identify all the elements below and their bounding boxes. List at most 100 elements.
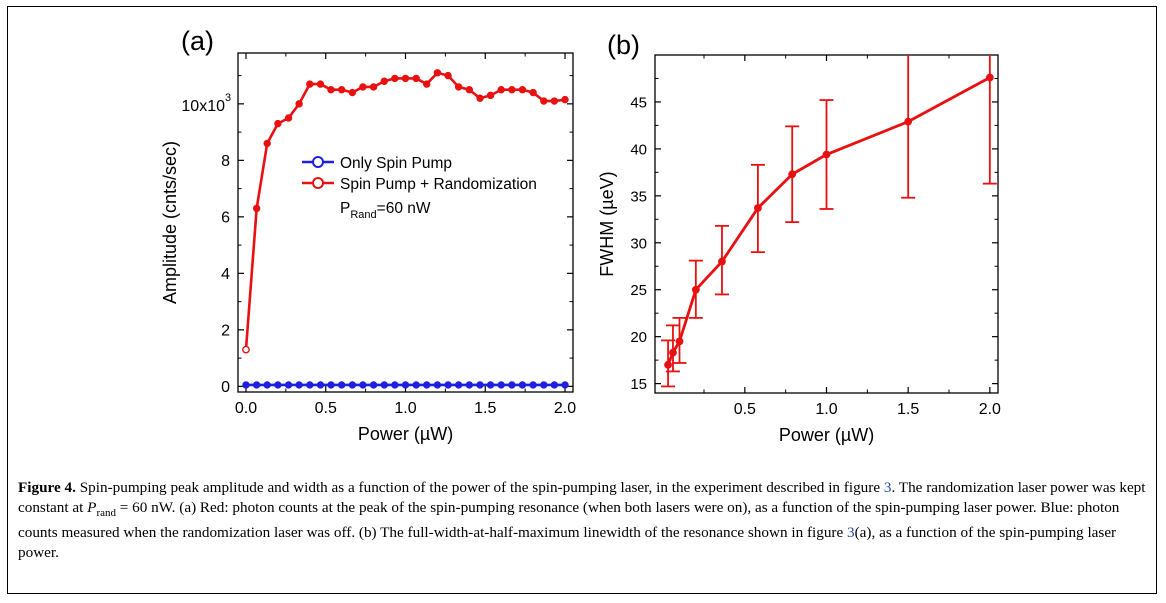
data-point-red [540,97,548,105]
data-point-red [369,83,378,91]
data-layer [661,55,997,388]
data-point-red [508,86,516,94]
y-axis-label: Amplitude (cnts/sec) [160,141,180,304]
x-tick-label: 0.5 [734,401,756,418]
caption-math-sub: rand [96,506,116,519]
y-tick-label: 0 [221,379,230,396]
data-point-red [391,74,399,83]
data-point-red [550,97,559,105]
caption-math-p: P [87,498,97,516]
caption-text-2: . The randomization laser power was kept… [18,479,1146,516]
panel-label: (b) [607,30,640,60]
y-tick-label: 35 [630,188,647,205]
data-point-red [274,119,282,128]
annotation-p: P [340,200,350,217]
data-point-blue [486,381,495,389]
data-point-red [284,114,293,122]
data-point-blue [529,381,537,389]
data-point [985,73,994,82]
data-point-blue [316,381,325,389]
data-point-blue [423,381,431,389]
figure-frame [7,6,1157,594]
data-point-blue [284,381,293,389]
data-point-red [380,77,388,85]
data-point-red [263,139,271,148]
panel-a: (a) 0.0 0.5 1.0 1.5 2.0 0 2 4 6 8 Power (µW) Amplitu… [160,26,576,444]
data-point [675,337,684,346]
data-point-red [327,86,335,94]
data-point-red [316,80,325,88]
y-tick-label: 45 [630,94,647,111]
y-multiplier-exponent: 3 [225,92,231,104]
data-point-red [497,86,505,94]
data-point-red [518,86,527,94]
data-point-red [454,83,463,91]
x-axis-label: Power (µW) [358,424,453,444]
y-tick-label: 4 [221,266,230,283]
data-point-blue [263,381,271,389]
data-point [788,170,797,179]
data-point [822,150,831,159]
data-point-blue [444,381,452,389]
data-point-blue [295,381,303,389]
data-point-red [444,71,452,80]
figure-caption: Figure 4. Spin-pumping peak amplitude an… [18,478,1148,562]
legend-label: Only Spin Pump [340,155,452,172]
x-tick-label: 1.5 [897,401,919,418]
caption-text-1: Spin-pumping peak amplitude and width as… [75,479,884,496]
data-point-blue [561,381,569,389]
data-point-red [252,204,261,213]
legend-marker [312,156,324,168]
data-point-blue [497,381,505,389]
legend-marker [312,177,324,189]
data-point-red [359,83,367,91]
data-point-blue [391,381,399,389]
data-point-red [423,80,431,88]
caption-text-4: (a), as a function of the spin-pumping l… [18,524,1117,561]
annotation-prand: PRand=60 nW [340,200,431,221]
y-multiplier-label: 10x10 [181,98,225,115]
series-line-fwhm [666,76,991,366]
data-point-blue [518,381,527,389]
caption-label: Figure 4. [18,479,76,496]
panel-label: (a) [181,26,214,56]
y-tick-label: 2 [221,322,230,339]
data-point-blue [348,381,357,389]
caption-figure-link-2[interactable]: 3 [847,524,855,542]
data-point-red [433,69,442,77]
x-tick-label: 0.5 [315,400,337,417]
x-tick-label: 0.0 [235,400,257,417]
x-tick-label: 1.5 [474,400,496,417]
data-point-blue [369,381,378,389]
data-point-blue [359,381,367,389]
caption-figure-link-1[interactable]: 3 [883,479,892,496]
data-point-red [306,80,314,88]
data-point-red [529,88,537,97]
data-point-blue [540,381,548,389]
annotation-rest: =60 nW [377,200,431,217]
figure-plots: (a) 0.0 0.5 1.0 1.5 2.0 0 2 4 6 8 Power (µW) Amplitu… [160,26,1001,445]
x-tick-label: 1.0 [815,401,837,418]
x-tick-label: 2.0 [979,401,1001,418]
caption-text-3: = 60 nW. (a) Red: photon counts at the p… [18,498,1120,542]
panel-b: (b) 0.5 1.0 1.5 2.0 15 20 25 30 35 40 45 Power (µW) F… [597,30,1001,445]
data-point-blue [550,381,559,389]
data-point-red [486,91,495,100]
y-tick-label: 15 [630,376,647,393]
data-point-red [337,86,346,94]
data-point [664,360,672,369]
data-point-blue [337,381,346,389]
y-tick-label: 6 [221,209,230,226]
y-tick-label: 25 [630,282,647,299]
data-point-blue [274,381,282,389]
data-point [718,257,726,266]
y-tick-label: 40 [630,141,647,158]
data-point [691,285,700,294]
data-point-red [242,345,250,354]
y-axis-label: FWHM (µeV) [597,171,617,276]
data-point [754,204,762,212]
legend: Only Spin Pump Spin Pump + Randomization P… [302,155,537,221]
data-point-blue [476,381,484,389]
data-point-blue [306,381,314,389]
data-point-red [295,100,303,108]
